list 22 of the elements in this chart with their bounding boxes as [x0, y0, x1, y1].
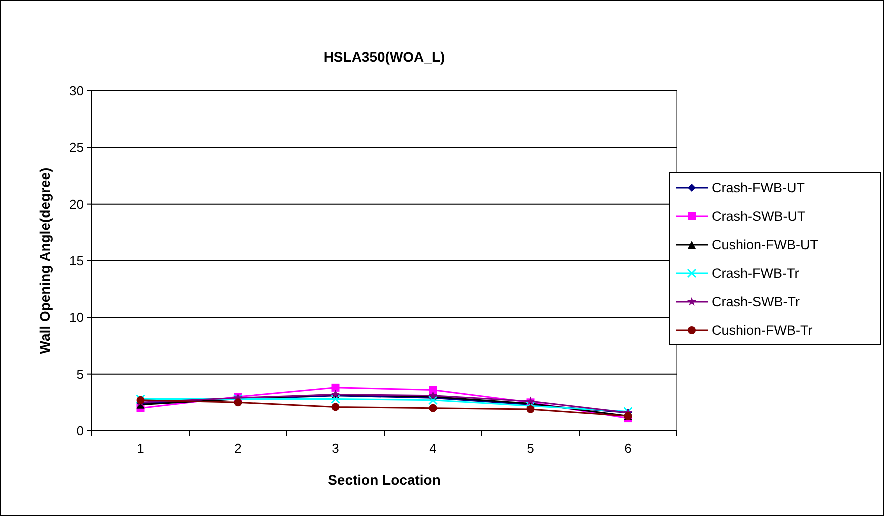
- y-tick-label: 25: [70, 140, 84, 156]
- y-tick-label: 15: [70, 254, 84, 269]
- legend-label: Crash-SWB-Tr: [712, 294, 800, 310]
- x-tick-label: 1: [137, 441, 144, 456]
- x-tick-label: 2: [234, 441, 242, 456]
- legend-label: Crash-FWB-Tr: [712, 266, 800, 282]
- legend-label: Cushion-FWB-Tr: [712, 323, 814, 338]
- y-tick-label: 5: [76, 366, 84, 382]
- chart-title: HSLA350(WOA_L): [324, 49, 446, 65]
- y-tick-label: 0: [76, 424, 84, 439]
- legend-label: Cushion-FWB-UT: [712, 238, 819, 253]
- y-tick-label: 30: [70, 84, 84, 99]
- legend-label: Crash-SWB-UT: [712, 209, 806, 224]
- legend-label: Crash-FWB-UT: [712, 180, 805, 196]
- x-tick-label: 3: [332, 441, 340, 456]
- x-tick-label: 4: [430, 441, 437, 456]
- x-axis-title: Section Location: [328, 472, 441, 488]
- x-tick-label: 5: [527, 441, 534, 456]
- y-tick-label: 10: [70, 310, 84, 326]
- x-tick-label: 6: [624, 441, 632, 456]
- y-axis-title: Wall Opening Angle(degree): [37, 168, 53, 354]
- y-tick-label: 20: [70, 196, 84, 212]
